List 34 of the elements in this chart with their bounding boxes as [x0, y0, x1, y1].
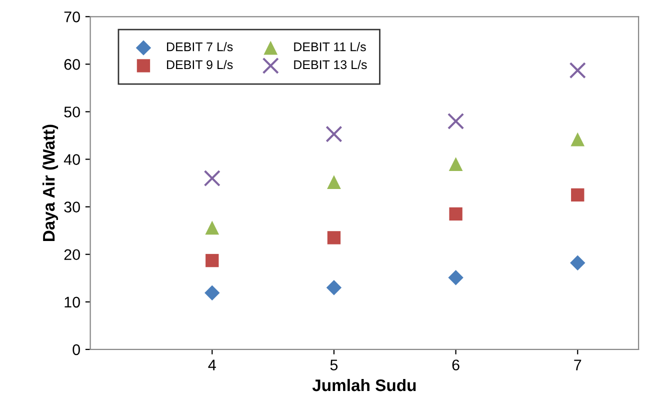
y-axis-title: Daya Air (Watt): [42, 124, 58, 242]
point: [205, 220, 220, 235]
point: [448, 157, 463, 171]
x-tick-label: 6: [452, 360, 460, 370]
point: [449, 207, 462, 221]
legend-label: DEBIT 7 L/s: [167, 42, 233, 52]
point: [206, 254, 219, 268]
y-tick-label: 20: [64, 249, 80, 260]
y-tick-label: 0: [72, 344, 80, 356]
y-tick-label: 50: [64, 106, 80, 118]
y-tick-label: 10: [64, 296, 80, 308]
x-tick-label: 5: [330, 360, 338, 370]
legend-label: DEBIT 11 L/s: [294, 42, 366, 52]
point: [569, 62, 586, 79]
point: [570, 132, 585, 146]
legend-label: DEBIT 13 L/s: [294, 60, 367, 70]
point: [327, 231, 341, 244]
y-tick-label: 40: [64, 154, 80, 165]
point: [571, 188, 584, 202]
point: [204, 170, 220, 187]
point: [204, 285, 220, 300]
legend-label: DEBIT 9 L/s: [167, 60, 233, 70]
point: [570, 255, 586, 271]
y-tick-label: 60: [64, 59, 80, 70]
point: [326, 126, 342, 142]
y-tick-label: 30: [64, 202, 80, 212]
point: [447, 112, 464, 130]
x-tick-label: 4: [208, 360, 216, 370]
y-tick-label: 70: [64, 12, 80, 22]
point: [448, 270, 464, 286]
point: [326, 280, 342, 296]
x-axis-title: Jumlah Sudu: [312, 378, 416, 392]
point: [327, 175, 341, 190]
x-tick-label: 7: [574, 360, 582, 370]
